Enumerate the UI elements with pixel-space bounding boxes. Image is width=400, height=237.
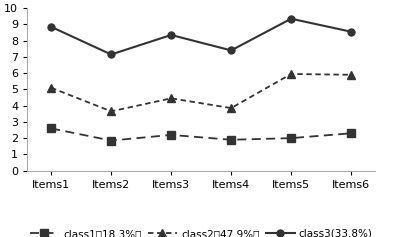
class1（18.3%） (229, 138, 234, 141)
class2（47.9%） (169, 97, 174, 100)
class3(33.8%) (229, 49, 234, 52)
class1（18.3%） (49, 127, 54, 130)
class3(33.8%) (349, 30, 354, 33)
class3(33.8%) (289, 17, 294, 20)
Line: class3(33.8%): class3(33.8%) (48, 15, 354, 58)
class2（47.9%） (109, 110, 114, 113)
class3(33.8%) (169, 34, 174, 36)
class2（47.9%） (289, 73, 294, 75)
Line: class1（18.3%）: class1（18.3%） (47, 125, 355, 144)
class1（18.3%） (109, 139, 114, 142)
class2（47.9%） (229, 107, 234, 109)
class1（18.3%） (349, 132, 354, 135)
class2（47.9%） (49, 86, 54, 89)
class1（18.3%） (289, 137, 294, 140)
class2（47.9%） (349, 73, 354, 76)
Legend: class1（18.3%）, class2（47.9%）, class3(33.8%): class1（18.3%）, class2（47.9%）, class3(33.… (26, 225, 377, 237)
class3(33.8%) (49, 25, 54, 28)
class3(33.8%) (109, 53, 114, 56)
Line: class2（47.9%）: class2（47.9%） (47, 70, 355, 115)
class1（18.3%） (169, 133, 174, 136)
